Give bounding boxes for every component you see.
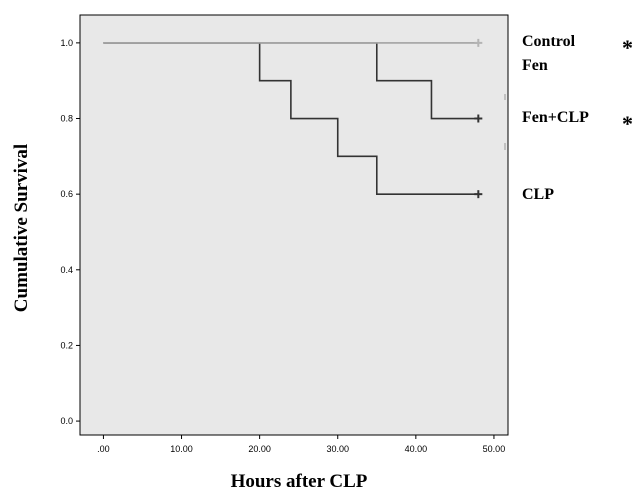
y-tick-label: 1.0 (60, 38, 73, 48)
censor-mark (474, 38, 483, 47)
x-tick-label: 10.00 (170, 444, 193, 454)
y-axis: 0.0 0.2 0.4 0.6 0.8 1.0 (60, 38, 80, 426)
x-tick-label: 40.00 (405, 444, 428, 454)
legend-label: Control (522, 33, 576, 50)
legend: Control * Fen Fen+CLP * CLP (504, 33, 633, 203)
x-axis-title: Hours after CLP (231, 471, 368, 492)
plot-area (79, 14, 509, 436)
x-tick-label: 50.00 (483, 444, 506, 454)
legend-label: Fen (522, 57, 548, 74)
y-tick-label: 0.6 (60, 189, 73, 199)
significance-marker: * (622, 35, 633, 60)
x-axis: .00 10.00 20.00 30.00 40.00 50.00 (97, 435, 505, 454)
y-tick-label: 0.4 (60, 265, 73, 275)
survival-curves (103, 42, 479, 195)
x-tick-label: .00 (97, 444, 110, 454)
significance-marker: * (622, 111, 633, 136)
censor-mark (474, 114, 483, 123)
x-tick-label: 20.00 (248, 444, 271, 454)
y-axis-title: Cumulative Survival (11, 144, 32, 312)
censor-marks (474, 38, 483, 199)
y-tick-label: 0.8 (60, 114, 73, 124)
y-tick-label: 0.2 (60, 340, 73, 350)
legend-label: Fen+CLP (522, 109, 589, 126)
x-tick-label: 30.00 (326, 444, 349, 454)
y-tick-label: 0.0 (60, 416, 73, 426)
series-line-clp (103, 42, 479, 195)
censor-mark (474, 190, 483, 199)
legend-label: CLP (522, 186, 554, 203)
